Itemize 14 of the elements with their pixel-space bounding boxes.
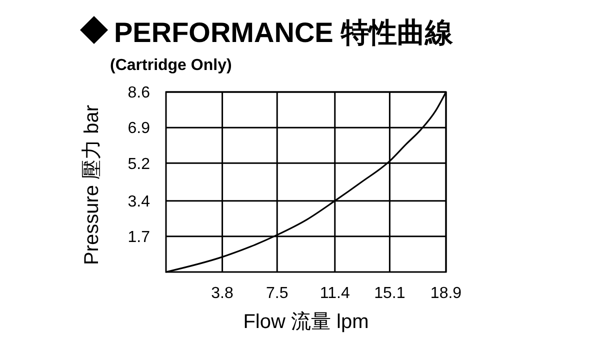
y-tick-label: 5.2 — [128, 156, 150, 173]
x-tick-label: 3.8 — [211, 285, 234, 302]
x-tick-label: 7.5 — [266, 285, 288, 302]
x-tick-label: 15.1 — [374, 285, 406, 302]
y-tick-label: 1.7 — [128, 229, 150, 246]
y-axis-title: Pressure 壓力 bar — [81, 104, 103, 266]
y-tick-label: 3.4 — [128, 193, 150, 210]
y-tick-label: 8.6 — [128, 84, 150, 102]
x-axis-title: Flow 流量 lpm — [243, 311, 369, 333]
chart-title: PERFORMANCE 特性曲線 — [114, 17, 454, 48]
x-tick-label: 18.9 — [430, 285, 462, 302]
chart-subtitle: (Cartridge Only) — [110, 57, 232, 74]
x-tick-label: 11.4 — [320, 285, 350, 302]
y-tick-label: 6.9 — [128, 120, 150, 138]
